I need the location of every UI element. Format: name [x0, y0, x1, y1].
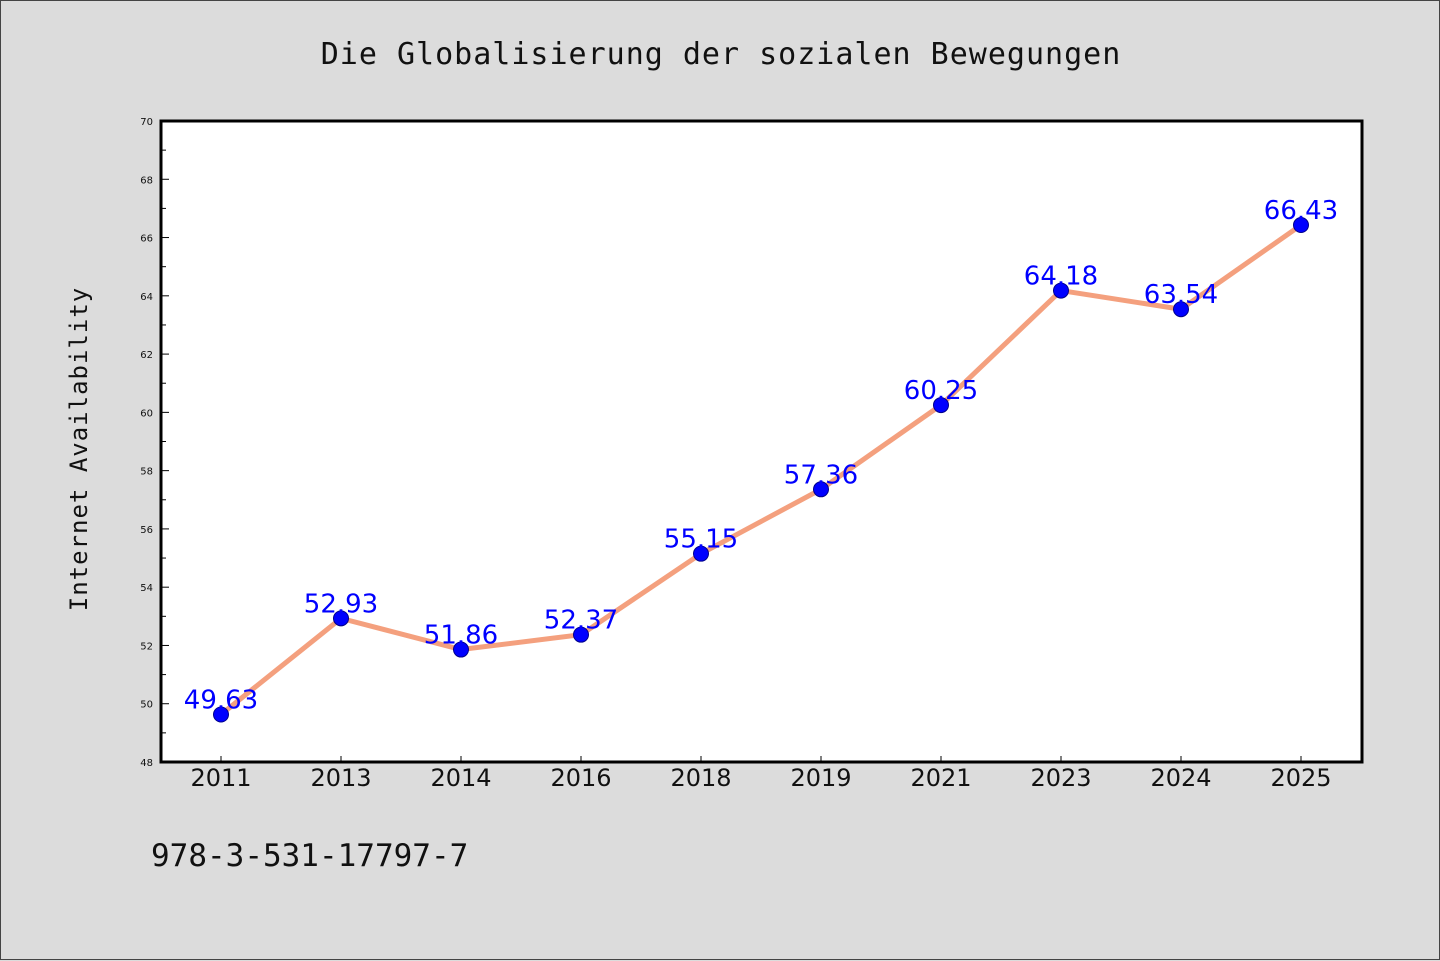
y-tick-label: 60: [140, 408, 153, 419]
series-markers: [213, 217, 1309, 723]
x-tick-label: 2021: [910, 764, 971, 792]
y-tick-label: 64: [140, 292, 153, 303]
x-tick-label: 2013: [310, 764, 371, 792]
y-tick-label: 58: [140, 467, 153, 478]
data-point: [1293, 217, 1309, 234]
data-label: 51.86: [424, 621, 498, 651]
x-tick-label: 2018: [670, 764, 731, 792]
data-label: 49.63: [184, 686, 258, 716]
data-label: 64.18: [1024, 262, 1098, 292]
data-point: [213, 706, 229, 723]
data-label: 57.36: [784, 460, 858, 490]
y-tick-label: 68: [140, 175, 153, 186]
y-axis: 48 50 52 54 56 58 60 62 64 66 68 70: [140, 117, 169, 769]
y-tick-label: 54: [140, 583, 153, 594]
y-tick-label: 50: [140, 700, 153, 711]
data-point: [453, 641, 469, 658]
data-point: [1173, 301, 1189, 318]
data-label: 52.37: [544, 606, 618, 636]
data-label: 52.93: [304, 589, 378, 619]
data-point: [333, 610, 349, 627]
x-tick-label: 2025: [1270, 764, 1331, 792]
x-axis: 2011 2013 2014 2016 2018 2019 2021 2023 2024 2025: [190, 756, 1332, 792]
x-tick-label: 2014: [430, 764, 491, 792]
data-point: [693, 545, 709, 562]
data-label: 60.25: [904, 376, 978, 406]
data-point: [813, 481, 829, 498]
data-point: [1053, 282, 1069, 299]
y-tick-label: 70: [140, 117, 153, 128]
footer-isbn: 978-3-531-17797-7: [151, 838, 468, 874]
x-tick-label: 2023: [1030, 764, 1091, 792]
x-tick-label: 2019: [790, 764, 851, 792]
y-tick-label: 52: [140, 641, 153, 652]
y-tick-label: 56: [140, 525, 153, 536]
data-point: [573, 626, 589, 643]
data-labels: 49.63 52.93 51.86 52.37 55.15 57.36 60.25 64.18…: [184, 196, 1338, 715]
y-tick-label: 66: [140, 234, 153, 245]
x-tick-label: 2011: [190, 764, 251, 792]
x-tick-label: 2016: [550, 764, 611, 792]
y-tick-label: 48: [140, 758, 153, 769]
data-label: 55.15: [664, 525, 738, 555]
data-label: 66.43: [1264, 196, 1338, 226]
plot-area: [159, 119, 1364, 764]
y-axis-label: Internet Availability: [65, 287, 93, 611]
y-tick-label: 62: [140, 350, 153, 361]
data-label: 63.54: [1144, 280, 1218, 310]
series-line: [219, 222, 1303, 717]
chart-title: Die Globalisierung der sozialen Bewegung…: [321, 37, 1122, 72]
x-tick-label: 2024: [1150, 764, 1211, 792]
data-point: [933, 397, 949, 414]
